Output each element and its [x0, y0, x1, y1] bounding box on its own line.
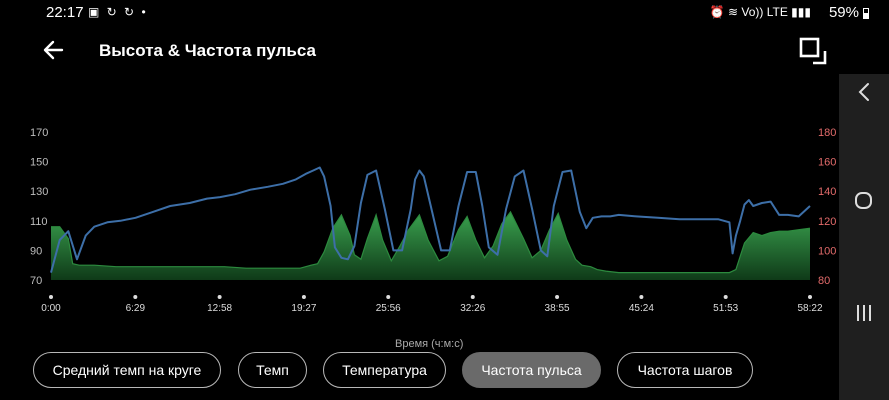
x-axis-tick: [217, 295, 222, 299]
metric-tabs: Средний темп на круге Темп Температура Ч…: [0, 352, 839, 392]
x-axis-tick: [808, 295, 812, 299]
heart-rate-line: [51, 210, 811, 274]
right-axis-tick-label: 140: [818, 186, 836, 198]
home-button[interactable]: [849, 186, 879, 216]
tab-label: Темп: [256, 362, 289, 378]
tab-cadence[interactable]: Частота шагов: [617, 352, 753, 388]
right-axis-tick-label: 80: [818, 275, 830, 287]
tab-temperature[interactable]: Температура: [323, 352, 446, 388]
right-axis-tick-label: 180: [818, 127, 836, 139]
home-circle-icon: [855, 192, 872, 209]
x-axis-tick-label: 6:29: [126, 303, 146, 314]
left-axis-tick-label: 110: [30, 216, 48, 228]
arrow-left-icon: [43, 40, 64, 60]
x-axis-tick-label: 38:55: [545, 303, 570, 314]
x-axis-tick: [133, 295, 138, 299]
x-axis-tick-label: 19:27: [291, 303, 316, 314]
status-time: 22:17: [46, 4, 84, 21]
heart-rate-area: [51, 211, 810, 280]
left-axis-tick-label: 90: [30, 245, 42, 257]
tab-heart-rate[interactable]: Частота пульса: [462, 352, 601, 388]
x-axis-tick-label: 25:56: [376, 303, 401, 314]
x-axis-tick: [639, 295, 644, 299]
tab-pace[interactable]: Темп: [238, 352, 307, 388]
x-axis-tick-label: 32:26: [460, 303, 485, 314]
altitude-line: [50, 166, 811, 273]
altitude-heart-rate-chart: 70 90 110 130 150 170 80 100 120 140 160 180 0:00 6:2…: [30, 127, 836, 314]
left-axis-tick-label: 170: [30, 127, 48, 139]
x-axis-tick: [49, 295, 53, 299]
left-axis-tick-label: 150: [30, 157, 48, 169]
x-axis-tick-label: 12:58: [207, 303, 232, 314]
x-axis-tick: [301, 295, 306, 299]
x-axis-tick-label: 45:24: [629, 303, 654, 314]
right-axis-tick-label: 160: [818, 157, 836, 169]
tab-label: Температура: [342, 362, 427, 378]
battery-icon: [863, 8, 869, 19]
x-axis-label: Время (ч:м:с): [395, 338, 464, 350]
x-axis-tick: [386, 295, 391, 299]
x-axis-tick-label: 0:00: [41, 303, 61, 314]
right-axis-tick-label: 120: [818, 216, 836, 228]
left-axis-tick-label: 130: [30, 186, 48, 198]
recents-icon: [857, 305, 871, 321]
battery-percent: 59%: [828, 4, 859, 21]
x-axis-tick: [723, 295, 728, 299]
edge-navigation-panel: [839, 74, 889, 400]
signal-icons: ⏰ ≋ Vo)) LTE ▮▮▮: [709, 5, 811, 19]
tab-label: Средний темп на круге: [52, 362, 202, 378]
x-axis-tick: [555, 295, 560, 299]
tab-label: Частота пульса: [481, 362, 582, 378]
notification-icons: ▣ ↻ ↻ •: [88, 5, 148, 19]
expand-icon: [799, 37, 827, 65]
tab-average-lap-pace[interactable]: Средний темп на круге: [33, 352, 221, 388]
right-axis-tick-label: 100: [818, 245, 836, 257]
tab-label: Частота шагов: [637, 362, 733, 378]
x-axis-tick: [470, 295, 475, 299]
recents-button[interactable]: [849, 298, 879, 328]
left-axis-tick-label: 70: [30, 275, 42, 287]
fullscreen-button[interactable]: [798, 36, 828, 66]
status-bar: 22:17 ▣ ↻ ↻ • ⏰ ≋ Vo)) LTE ▮▮▮ 59%: [0, 0, 889, 26]
back-button[interactable]: [40, 36, 68, 64]
x-axis-tick-label: 51:53: [713, 303, 738, 314]
header: Высота & Частота пульса: [0, 30, 889, 74]
page-title: Высота & Частота пульса: [99, 41, 316, 60]
edge-panel-button[interactable]: [849, 78, 879, 108]
x-axis-tick-label: 58:22: [797, 303, 822, 314]
chevron-left-icon: [858, 83, 869, 101]
